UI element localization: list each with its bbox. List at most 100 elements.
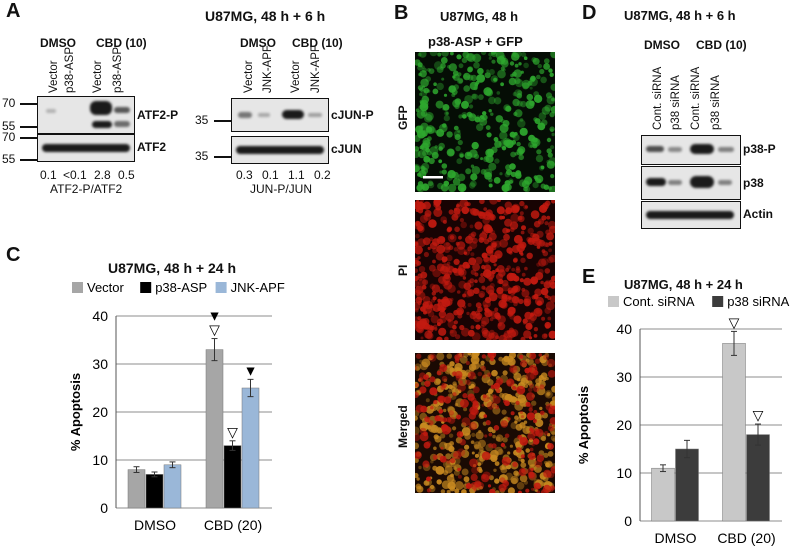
cell-dot — [424, 209, 432, 217]
cell-dot — [500, 420, 509, 428]
cell-dot — [540, 435, 547, 442]
cell-dot — [513, 69, 522, 78]
cell-dot — [549, 417, 555, 425]
cell-dot — [539, 165, 545, 171]
cell-dot — [415, 442, 420, 450]
cell-dot — [478, 430, 482, 434]
cell-dot — [415, 233, 420, 239]
a-left-lane-3: Vector — [92, 60, 104, 93]
cell-dot — [506, 272, 515, 282]
cell-dot — [512, 134, 520, 141]
cell-dot — [416, 353, 422, 359]
cell-dot — [519, 474, 528, 483]
cell-dot — [417, 207, 424, 214]
cell-dot — [503, 233, 510, 241]
cell-dot — [528, 364, 538, 374]
cell-dot — [505, 105, 512, 112]
cell-dot — [489, 329, 495, 336]
cell-dot — [514, 109, 523, 118]
cell-dot — [544, 221, 549, 226]
cell-dot — [546, 159, 551, 164]
cell-dot — [530, 276, 539, 285]
a-right-group-dmso: DMSO — [240, 36, 276, 50]
panel-e-label: E — [582, 266, 596, 288]
cell-dot — [420, 142, 429, 151]
cell-dot — [491, 443, 497, 449]
cell-dot — [512, 245, 520, 253]
cell-dot — [419, 361, 429, 371]
cell-dot — [459, 380, 463, 384]
cell-dot — [493, 263, 497, 267]
cell-dot — [525, 322, 533, 330]
panel-d-title: U87MG, 48 h + 6 h — [624, 8, 736, 23]
cell-dot — [483, 207, 488, 211]
cell-dot — [416, 183, 425, 192]
cell-dot — [432, 296, 437, 301]
cell-dot — [448, 445, 455, 452]
cell-dot — [457, 313, 463, 319]
cell-dot — [449, 410, 457, 418]
cell-dot — [548, 330, 555, 339]
cell-dot — [519, 211, 524, 216]
cell-dot — [529, 353, 537, 360]
cell-dot — [470, 208, 478, 216]
cell-dot — [440, 433, 446, 439]
cell-dot — [488, 475, 494, 481]
cell-dot — [479, 200, 485, 205]
cell-dot — [488, 96, 496, 105]
cell-dot — [459, 399, 469, 408]
cell-dot — [448, 63, 457, 72]
chart-c: 0 10 20 30 40 % Apoptosis Vector p38-ASP JNK-APF… — [68, 280, 285, 533]
cell-dot — [454, 403, 459, 407]
cell-dot — [473, 62, 480, 69]
y-tick-label: 20 — [92, 404, 108, 420]
cell-dot — [425, 125, 435, 135]
cell-dot — [456, 353, 464, 359]
cell-dot — [447, 65, 451, 69]
cell-dot — [533, 327, 539, 332]
cell-dot — [446, 148, 455, 157]
cell-dot — [443, 396, 452, 404]
cell-dot — [474, 444, 480, 450]
a-left-ratio-2: <0.1 — [63, 168, 87, 182]
cell-dot — [438, 289, 444, 294]
cell-dot — [471, 451, 475, 455]
a-right-ratio-1: 0.3 — [236, 168, 253, 182]
cell-dot — [478, 290, 486, 298]
cell-dot — [541, 358, 549, 367]
cell-dot — [541, 316, 546, 321]
cell-dot — [544, 353, 550, 358]
cell-dot — [417, 238, 426, 247]
cell-dot — [518, 298, 524, 305]
cell-dot — [436, 479, 442, 485]
cell-dot — [508, 290, 512, 294]
cell-dot — [475, 324, 481, 330]
cell-dot — [415, 289, 421, 296]
cell-dot — [521, 52, 527, 58]
cell-dot — [453, 207, 458, 212]
cell-dot — [534, 358, 541, 364]
cell-dot — [533, 175, 538, 180]
cell-dot — [468, 257, 477, 266]
cell-dot — [468, 113, 474, 118]
cell-dot — [525, 100, 535, 109]
cell-dot — [432, 465, 438, 471]
cell-dot — [457, 246, 466, 255]
cell-dot — [424, 380, 431, 387]
cell-dot — [486, 132, 492, 138]
cell-dot — [418, 266, 426, 273]
cell-dot — [448, 410, 454, 416]
significance-marker: ▼ — [208, 308, 222, 324]
cell-dot — [483, 256, 490, 263]
cell-dot — [464, 444, 470, 450]
cell-dot — [482, 394, 490, 403]
bar — [205, 349, 224, 509]
cell-dot — [520, 100, 527, 108]
bar — [722, 343, 746, 522]
cell-dot — [530, 312, 534, 317]
cell-dot — [456, 158, 463, 165]
cell-dot — [486, 372, 492, 378]
cell-dot — [415, 433, 421, 442]
cell-dot — [429, 242, 438, 250]
cell-dot — [417, 273, 423, 279]
